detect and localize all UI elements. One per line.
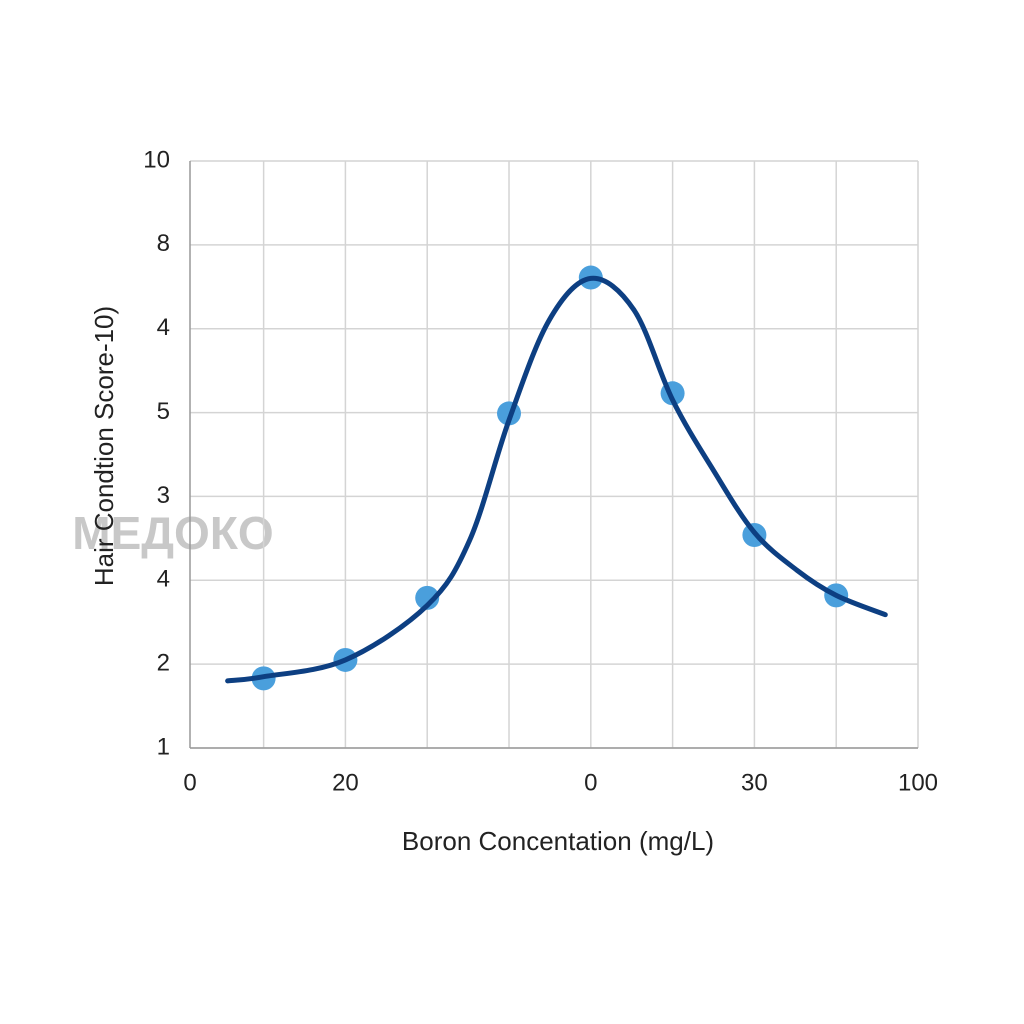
x-tick-label: 0: [584, 769, 597, 796]
y-axis-label: Hair Condtion Score-10): [89, 306, 119, 586]
y-tick-label: 8: [157, 230, 170, 257]
x-tick-label: 30: [741, 769, 768, 796]
watermark: МЕДОКО: [72, 507, 273, 559]
point: [415, 585, 440, 610]
y-tick-label: 4: [157, 566, 170, 593]
x-tick-label: 0: [183, 769, 196, 796]
y-tick-label: 4: [157, 314, 170, 341]
y-tick-label: 10: [143, 146, 170, 173]
y-tick-label: 1: [157, 733, 170, 760]
y-tick-label: 2: [157, 649, 170, 676]
x-tick-label: 100: [898, 769, 938, 796]
y-tick-label: 5: [157, 398, 170, 425]
fit-curve: [225, 275, 888, 684]
y-tick-label: 3: [157, 482, 170, 509]
x-axis-label: Boron Concentation (mg/L): [402, 826, 714, 856]
x-tick-label: 20: [332, 769, 359, 796]
